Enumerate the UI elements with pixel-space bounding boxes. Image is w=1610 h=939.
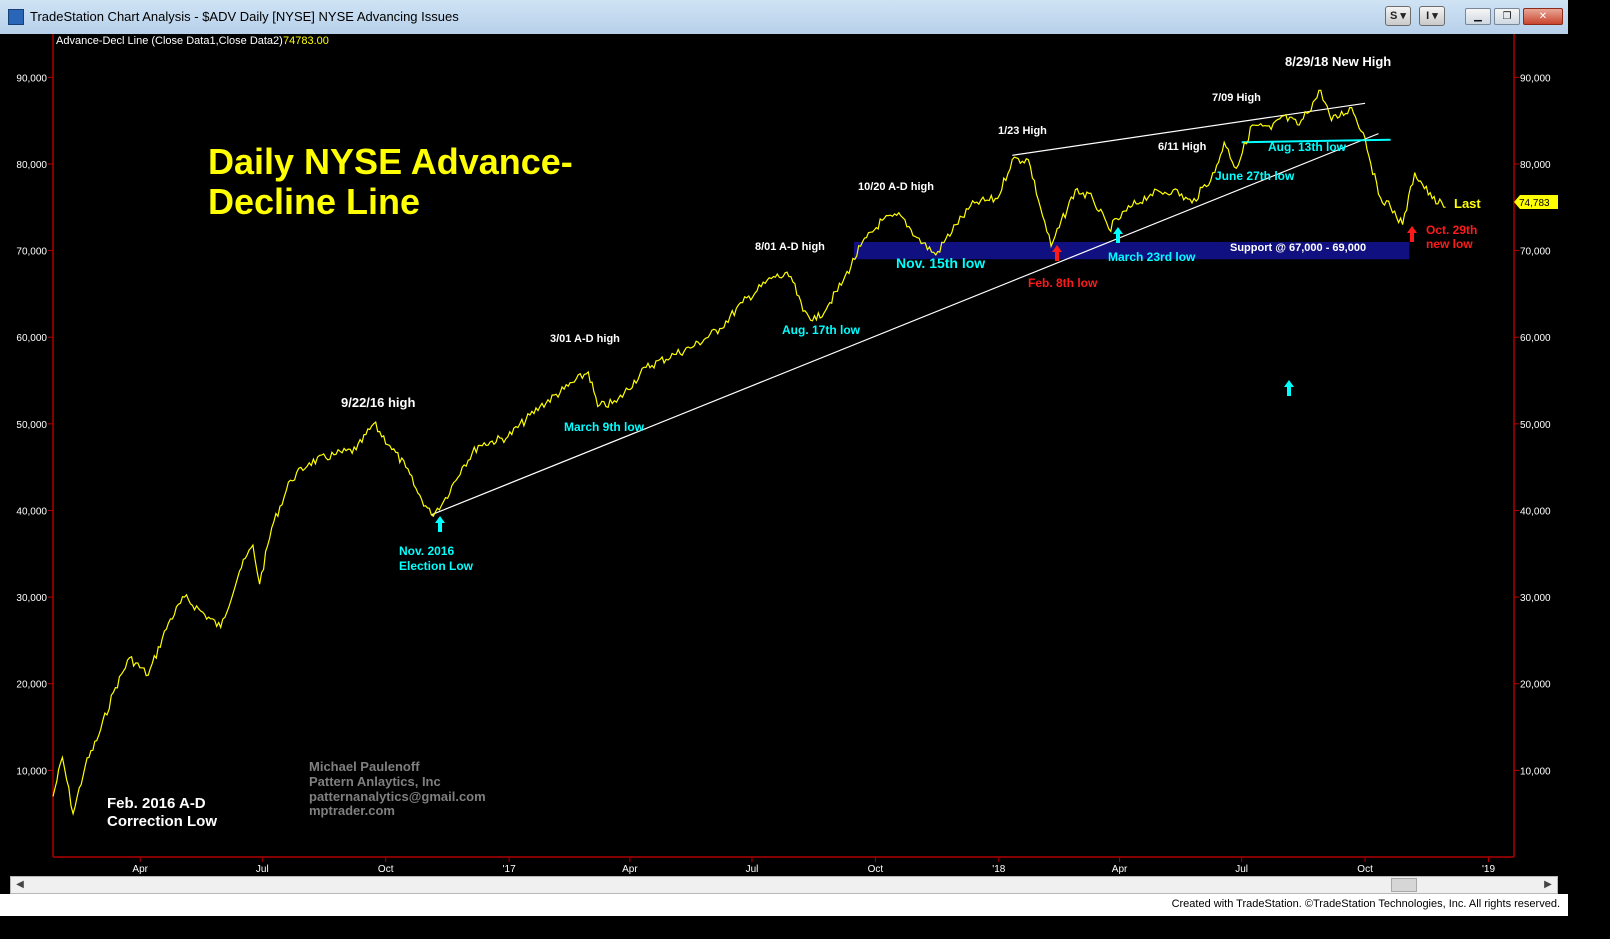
x-tick-label: Apr [622, 864, 638, 875]
annotation-label: Nov. 2016 [399, 544, 454, 558]
y-tick-label-right: 60,000 [1520, 333, 1551, 344]
y-tick-label-left: 30,000 [16, 593, 47, 604]
close-icon[interactable]: ✕ [1523, 8, 1563, 25]
watermark-line-4: mptrader.com [309, 803, 395, 818]
y-tick-label-left: 60,000 [16, 333, 47, 344]
annotation-label: Aug. 13th low [1268, 140, 1347, 154]
chart-area[interactable]: 10,000 10,000 20,000 20,000 30,000 30,000 40,0… [0, 34, 1568, 876]
minimize-icon[interactable]: ▁ [1465, 8, 1491, 25]
y-tick-label-right: 90,000 [1520, 73, 1551, 84]
last-value-tag [1514, 195, 1558, 209]
annotation-label: 10/20 A-D high [858, 181, 934, 193]
y-tick-label-right: 20,000 [1520, 680, 1551, 691]
indicator-value: 74783.00 [283, 35, 329, 47]
x-tick-label: Apr [132, 864, 148, 875]
annotation-label: Correction Low [107, 813, 217, 830]
y-tick-label-left: 10,000 [16, 766, 47, 777]
window-title: TradeStation Chart Analysis - $ADV Daily… [30, 9, 459, 24]
watermark-line-2: Pattern Anlaytics, Inc [309, 774, 441, 789]
last-value-marker: 74,783 [1514, 195, 1558, 209]
y-tick-label-right: 70,000 [1520, 247, 1551, 258]
annotation-label: Feb. 8th low [1028, 276, 1098, 290]
annotation-label: March 9th low [564, 420, 645, 434]
chart-title-line-1: Daily NYSE Advance- [208, 141, 573, 182]
scroll-right-icon[interactable]: ▶ [1544, 879, 1552, 890]
s-menu-button[interactable]: S ▾ [1385, 6, 1411, 26]
annotation-label: 8/01 A-D high [755, 241, 825, 253]
watermark-line-1: Michael Paulenoff [309, 759, 420, 774]
x-tick-label: Oct [1357, 864, 1373, 875]
restore-icon[interactable]: ❐ [1494, 8, 1520, 25]
annotation-label: 1/23 High [998, 125, 1047, 137]
annotation-label: Support @ 67,000 - 69,000 [1230, 242, 1366, 254]
x-tick-label: Apr [1112, 864, 1128, 875]
ad-line-series [52, 89, 1446, 816]
series-group [52, 89, 1446, 816]
annotation-label: Nov. 15th low [896, 255, 985, 271]
feb-8-arrow-icon [1052, 245, 1062, 261]
annotation-label: 8/29/18 New High [1285, 54, 1391, 69]
cyan-arrow-icon [1284, 380, 1294, 396]
trendline [431, 133, 1379, 516]
chart-background [0, 34, 1568, 876]
y-tick-label-left: 80,000 [16, 160, 47, 171]
last-value-text: 74,783 [1519, 198, 1550, 209]
annotation-label: Aug. 17th low [782, 323, 861, 337]
oct-29-arrow-icon [1407, 226, 1417, 242]
nov-2016-arrow-icon [435, 516, 445, 532]
annotation-label: 3/01 A-D high [550, 333, 620, 345]
chart-title: Daily NYSE Advance- Decline Line [208, 141, 573, 222]
annotation-label: 7/09 High [1212, 92, 1261, 104]
x-tick-label: '19 [1482, 864, 1495, 875]
y-tick-label-left: 70,000 [16, 247, 47, 258]
x-tick-label: Oct [378, 864, 394, 875]
y-tick-label-right: 10,000 [1520, 766, 1551, 777]
annotation-label: Feb. 2016 A-D [107, 795, 206, 812]
y-tick-label-right: 40,000 [1520, 506, 1551, 517]
i-menu-button[interactable]: I ▾ [1419, 6, 1445, 26]
annotation-label: 9/22/16 high [341, 395, 415, 410]
support-zone-rect [853, 241, 1410, 260]
indicator-label: Advance-Decl Line (Close Data1,Close Dat… [56, 35, 283, 47]
y-tick-label-left: 90,000 [16, 73, 47, 84]
march-23-arrow-icon [1113, 227, 1123, 243]
x-tick-label: '18 [992, 864, 1005, 875]
y-tick-label-left: 40,000 [16, 506, 47, 517]
annotation-label: Oct. 29th [1426, 223, 1477, 237]
x-tick-label: '17 [503, 864, 516, 875]
y-tick-label-right: 50,000 [1520, 420, 1551, 431]
chart-title-line-2: Decline Line [208, 181, 420, 222]
x-tick-label: Jul [746, 864, 759, 875]
annotation-label: March 23rd low [1108, 250, 1196, 264]
annotation-label: Election Low [399, 559, 474, 573]
indicator-header: Advance-Decl Line (Close Data1,Close Dat… [56, 35, 329, 47]
scroll-left-icon[interactable]: ◀ [16, 879, 24, 890]
annotation-label: new low [1426, 237, 1473, 251]
y-tick-label-left: 50,000 [16, 420, 47, 431]
tradestation-app-icon [8, 9, 24, 25]
y-tick-label-right: 30,000 [1520, 593, 1551, 604]
axes-group: 10,000 10,000 20,000 20,000 30,000 30,000 40,0… [16, 73, 1551, 875]
annotation-label: 6/11 High [1158, 141, 1207, 153]
support-zone [853, 241, 1410, 260]
y-tick-label-right: 80,000 [1520, 160, 1551, 171]
title-bar: TradeStation Chart Analysis - $ADV Daily… [0, 0, 1568, 35]
horizontal-scrollbar[interactable]: ◀ ▶ [10, 876, 1558, 894]
scroll-thumb[interactable] [1391, 878, 1417, 892]
x-tick-label: Jul [1235, 864, 1248, 875]
footer: Created with TradeStation. ©TradeStation… [0, 894, 1568, 916]
x-tick-label: Oct [868, 864, 884, 875]
y-tick-label-left: 20,000 [16, 680, 47, 691]
annotation-label: June 27th low [1215, 169, 1295, 183]
arrows-group [435, 226, 1417, 532]
annotation-label: Last [1454, 196, 1481, 211]
watermark: Michael Paulenoff Pattern Anlaytics, Inc… [309, 759, 486, 818]
x-tick-label: Jul [256, 864, 269, 875]
ad-line-chart: 10,000 10,000 20,000 20,000 30,000 30,000 40,0… [0, 34, 1568, 876]
watermark-line-3: patternanalytics@gmail.com [309, 789, 486, 804]
copyright-text: Created with TradeStation. ©TradeStation… [1171, 898, 1560, 910]
